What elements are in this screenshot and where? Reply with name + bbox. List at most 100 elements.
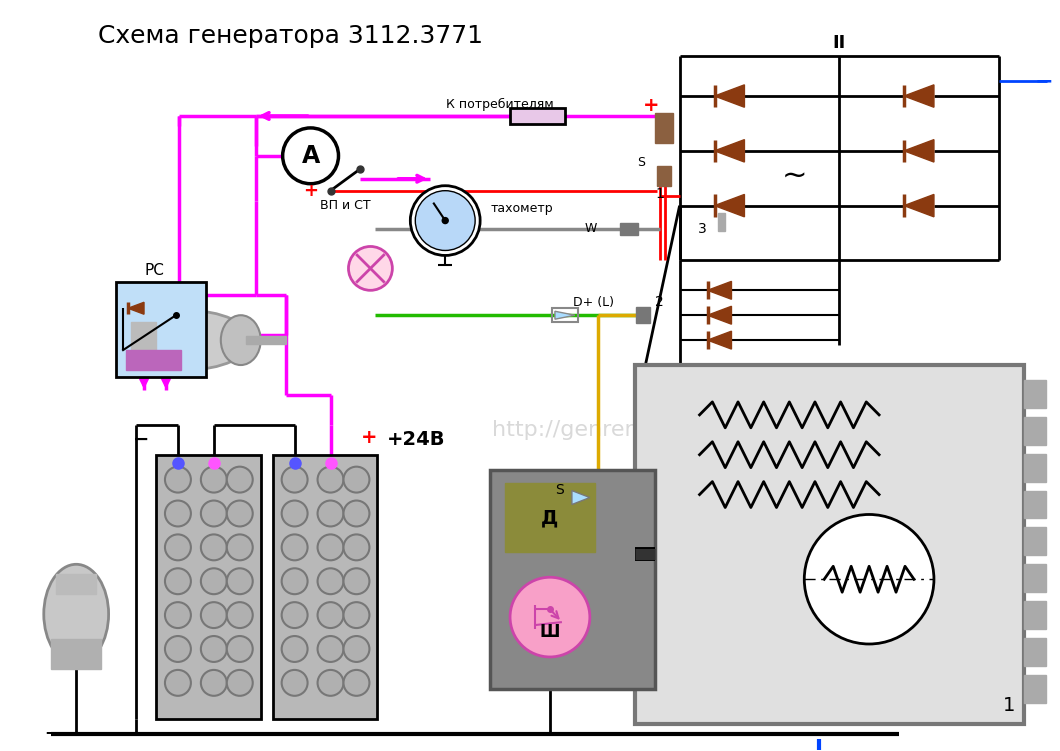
Text: −: − — [1035, 71, 1053, 91]
Polygon shape — [707, 331, 731, 349]
Circle shape — [200, 569, 227, 594]
Text: 2: 2 — [655, 295, 664, 309]
Circle shape — [318, 500, 343, 526]
Polygon shape — [572, 490, 589, 505]
Circle shape — [165, 670, 191, 696]
Circle shape — [318, 636, 343, 662]
Polygon shape — [904, 85, 934, 107]
Bar — [510, 108, 565, 124]
Text: −: − — [45, 722, 58, 740]
Circle shape — [282, 636, 307, 662]
Bar — [1024, 490, 1045, 518]
Polygon shape — [555, 311, 575, 319]
Polygon shape — [128, 302, 144, 314]
Text: II: II — [832, 35, 846, 53]
Circle shape — [318, 535, 343, 560]
Circle shape — [200, 466, 227, 493]
Circle shape — [227, 535, 252, 560]
Bar — [51, 639, 101, 669]
Bar — [1024, 454, 1045, 481]
Text: 1: 1 — [655, 187, 665, 201]
Bar — [156, 454, 261, 719]
Circle shape — [318, 466, 343, 493]
Bar — [1024, 638, 1045, 666]
Bar — [718, 213, 725, 231]
Bar — [1024, 675, 1045, 703]
Circle shape — [343, 670, 370, 696]
Bar — [490, 469, 655, 689]
Circle shape — [510, 578, 589, 657]
Circle shape — [227, 500, 252, 526]
Text: +: + — [360, 428, 377, 448]
Circle shape — [227, 636, 252, 662]
Circle shape — [200, 535, 227, 560]
Text: К потребителям: К потребителям — [446, 98, 554, 110]
Text: S: S — [637, 156, 644, 169]
Circle shape — [282, 602, 307, 628]
Circle shape — [318, 602, 343, 628]
Text: http://genrem.narod.ru: http://genrem.narod.ru — [492, 420, 747, 440]
Text: Ш: Ш — [540, 623, 560, 641]
Bar — [655, 113, 673, 143]
Circle shape — [200, 602, 227, 628]
Ellipse shape — [43, 564, 108, 664]
Polygon shape — [707, 306, 731, 324]
Circle shape — [200, 500, 227, 526]
Circle shape — [200, 670, 227, 696]
Text: D+ (L): D+ (L) — [572, 296, 614, 309]
Text: −: − — [132, 430, 149, 449]
Circle shape — [442, 218, 448, 224]
Bar — [635, 365, 1024, 724]
Bar — [126, 350, 181, 370]
Polygon shape — [904, 195, 934, 217]
Circle shape — [805, 514, 934, 644]
Circle shape — [282, 500, 307, 526]
Bar — [272, 454, 377, 719]
Circle shape — [343, 500, 370, 526]
Bar — [505, 483, 595, 552]
Ellipse shape — [121, 310, 251, 370]
Circle shape — [165, 535, 191, 560]
Bar — [1024, 601, 1045, 629]
Bar — [246, 336, 285, 344]
Text: 3: 3 — [699, 222, 707, 236]
Text: A: A — [301, 143, 320, 167]
Bar — [117, 282, 206, 377]
Circle shape — [416, 191, 475, 251]
Bar — [1024, 564, 1045, 593]
Text: S: S — [555, 483, 564, 496]
Text: 1: 1 — [1003, 696, 1014, 715]
Circle shape — [349, 246, 392, 291]
Bar — [1024, 380, 1045, 408]
Bar — [1024, 417, 1045, 445]
Text: W: W — [584, 222, 597, 235]
Ellipse shape — [220, 315, 261, 365]
Circle shape — [165, 602, 191, 628]
Polygon shape — [714, 195, 744, 217]
Circle shape — [227, 670, 252, 696]
Polygon shape — [714, 140, 744, 162]
Text: РС: РС — [144, 263, 164, 278]
Circle shape — [282, 466, 307, 493]
Circle shape — [318, 569, 343, 594]
Circle shape — [343, 636, 370, 662]
Circle shape — [318, 670, 343, 696]
Text: тахометр: тахометр — [490, 202, 552, 215]
Circle shape — [282, 670, 307, 696]
Polygon shape — [714, 85, 744, 107]
Text: Д: Д — [542, 508, 559, 527]
Circle shape — [227, 569, 252, 594]
Text: +: + — [642, 95, 659, 114]
Polygon shape — [904, 140, 934, 162]
Circle shape — [410, 185, 480, 255]
Circle shape — [165, 636, 191, 662]
Text: ~: ~ — [781, 161, 807, 190]
Circle shape — [343, 535, 370, 560]
Circle shape — [343, 466, 370, 493]
Circle shape — [283, 128, 338, 184]
Circle shape — [343, 569, 370, 594]
Bar — [1024, 527, 1045, 555]
Text: +: + — [303, 182, 318, 200]
Circle shape — [282, 535, 307, 560]
Circle shape — [165, 569, 191, 594]
